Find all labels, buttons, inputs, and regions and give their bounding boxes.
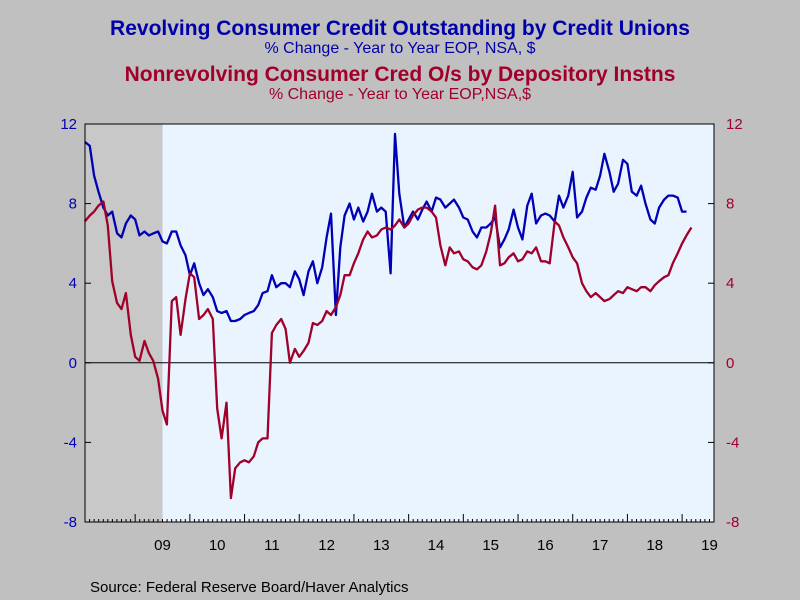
plot-frame — [84, 123, 715, 523]
series-line-revolving — [84, 132, 687, 323]
series-line-nonrevolving — [83, 200, 693, 500]
y-left-tick-label: -4 — [64, 434, 77, 451]
chart-subtitle-2: % Change - Year to Year EOP,NSA,$ — [268, 86, 532, 103]
x-tick-label: 15 — [482, 537, 499, 554]
x-tick-label: 16 — [537, 537, 554, 554]
chart-title-2: Nonrevolving Consumer Cred O/s by Deposi… — [124, 63, 676, 86]
y-right-tick-label: -8 — [726, 514, 739, 531]
x-tick-label: 12 — [318, 537, 335, 554]
x-tick-label: 10 — [209, 537, 226, 554]
x-tick-label: 11 — [264, 537, 280, 554]
x-tick-label: 19 — [701, 537, 718, 554]
source-note: Source: Federal Reserve Board/Haver Anal… — [90, 579, 409, 596]
series-lines — [83, 132, 693, 500]
x-tick-label: 09 — [154, 537, 171, 554]
axis-labels: -8 -4 0 4 8 12 -8 -4 0 4 8 12 09 10 11 12 13 14 15 16 17 18 19 — [60, 116, 742, 554]
x-tick-label: 13 — [373, 537, 390, 554]
y-right-tick-label: 0 — [726, 355, 734, 372]
y-right-tick-label: -4 — [726, 434, 739, 451]
y-right-tick-label: 8 — [726, 196, 734, 213]
y-left-tick-label: 4 — [69, 275, 77, 292]
y-right-tick-label: 12 — [726, 116, 743, 133]
y-left-tick-label: 12 — [60, 116, 77, 133]
y-left-tick-label: 0 — [69, 355, 77, 372]
chart-title-1: Revolving Consumer Credit Outstanding by… — [110, 17, 690, 40]
chart-subtitle-1: % Change - Year to Year EOP, NSA, $ — [264, 40, 536, 57]
x-tick-label: 18 — [646, 537, 663, 554]
x-tick-label: 14 — [428, 537, 445, 554]
y-left-tick-label: -8 — [64, 514, 77, 531]
x-tick-label: 17 — [592, 537, 609, 554]
y-left-tick-label: 8 — [69, 196, 77, 213]
y-right-tick-label: 4 — [726, 275, 734, 292]
